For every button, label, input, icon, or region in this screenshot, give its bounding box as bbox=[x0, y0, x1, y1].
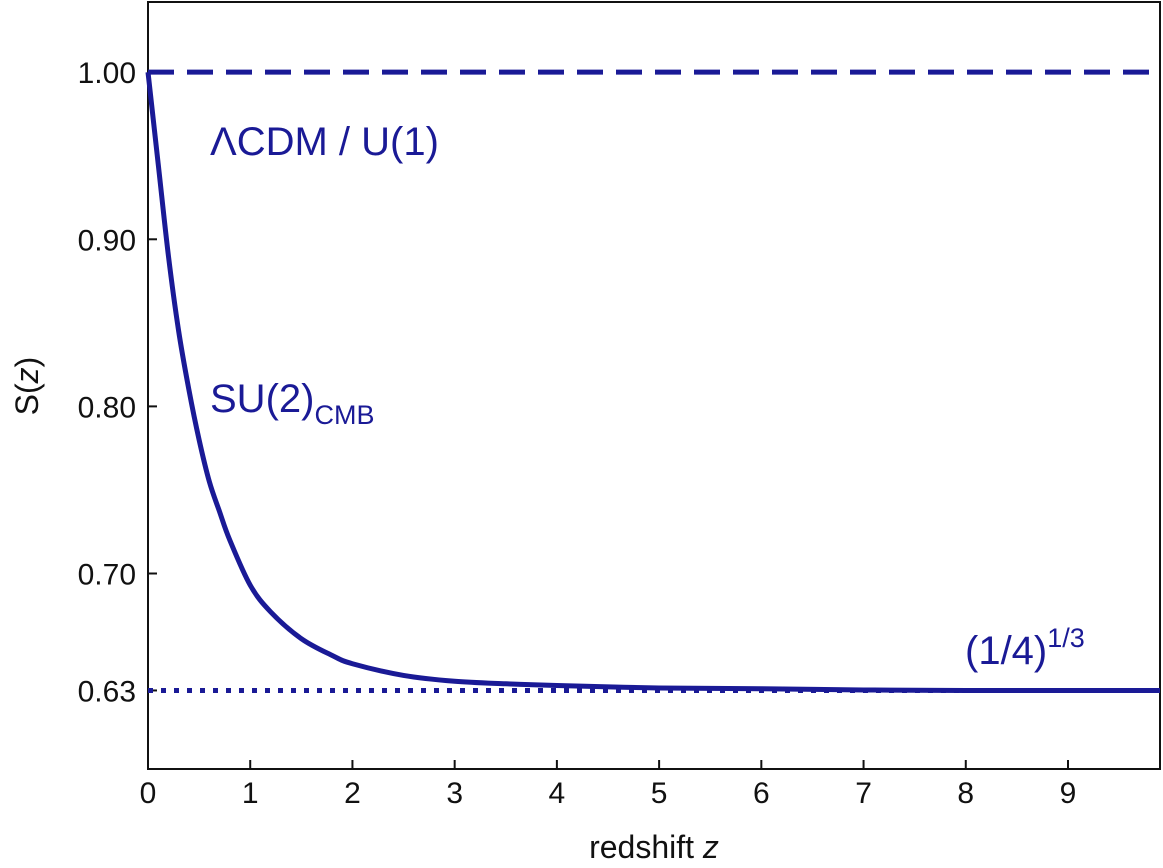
y-tick-label: 0.70 bbox=[78, 558, 136, 591]
x-ticks: 0 1 2 3 4 5 6 7 8 9 bbox=[140, 760, 1077, 810]
y-axis-title: S(z) bbox=[9, 357, 45, 416]
x-axis-title: redshift z bbox=[589, 829, 719, 865]
y-tick-label: 0.80 bbox=[78, 391, 136, 424]
x-tick-label: 2 bbox=[344, 777, 361, 810]
x-tick-label: 3 bbox=[446, 777, 463, 810]
x-axis-title-variable: z bbox=[702, 829, 719, 865]
x-axis-title-space bbox=[694, 829, 703, 865]
x-tick-label: 1 bbox=[242, 777, 259, 810]
y-tick-label: 1.00 bbox=[78, 57, 136, 90]
x-tick-label: 4 bbox=[549, 777, 566, 810]
y-axis-title-close: ) bbox=[9, 357, 45, 368]
y-tick-label: 0.90 bbox=[78, 224, 136, 257]
y-axis-title-variable: z bbox=[9, 367, 45, 384]
x-tick-label: 9 bbox=[1060, 777, 1077, 810]
limit-annotation: (1/4)1/3 bbox=[965, 623, 1085, 673]
y-ticks: 0.63 0.70 0.80 0.90 1.00 bbox=[78, 57, 157, 708]
x-tick-label: 7 bbox=[855, 777, 872, 810]
x-axis-title-text: redshift bbox=[589, 829, 694, 865]
limit-annotation-main: (1/4) bbox=[965, 629, 1047, 673]
y-axis-title-text: S( bbox=[9, 383, 45, 415]
x-tick-label: 8 bbox=[957, 777, 974, 810]
lcdm-annotation: ΛCDM / U(1) bbox=[210, 120, 439, 164]
plot-frame bbox=[147, 1, 1161, 770]
x-tick-label: 6 bbox=[753, 777, 770, 810]
su2-annotation-subscript: CMB bbox=[314, 400, 374, 430]
su2-annotation-main: SU(2) bbox=[210, 377, 314, 421]
series-layer bbox=[145, 69, 1160, 693]
x-tick-label: 0 bbox=[140, 777, 157, 810]
y-tick-label: 0.63 bbox=[78, 675, 136, 708]
limit-annotation-superscript: 1/3 bbox=[1047, 623, 1085, 653]
series-line-su-2-cmb bbox=[145, 71, 1160, 693]
plot-area: 0 1 2 3 4 5 6 7 8 9 0.63 0.70 0.80 0.90 1.00 bbox=[78, 1, 1161, 810]
x-tick-label: 5 bbox=[651, 777, 668, 810]
su2-annotation: SU(2)CMB bbox=[210, 377, 374, 430]
